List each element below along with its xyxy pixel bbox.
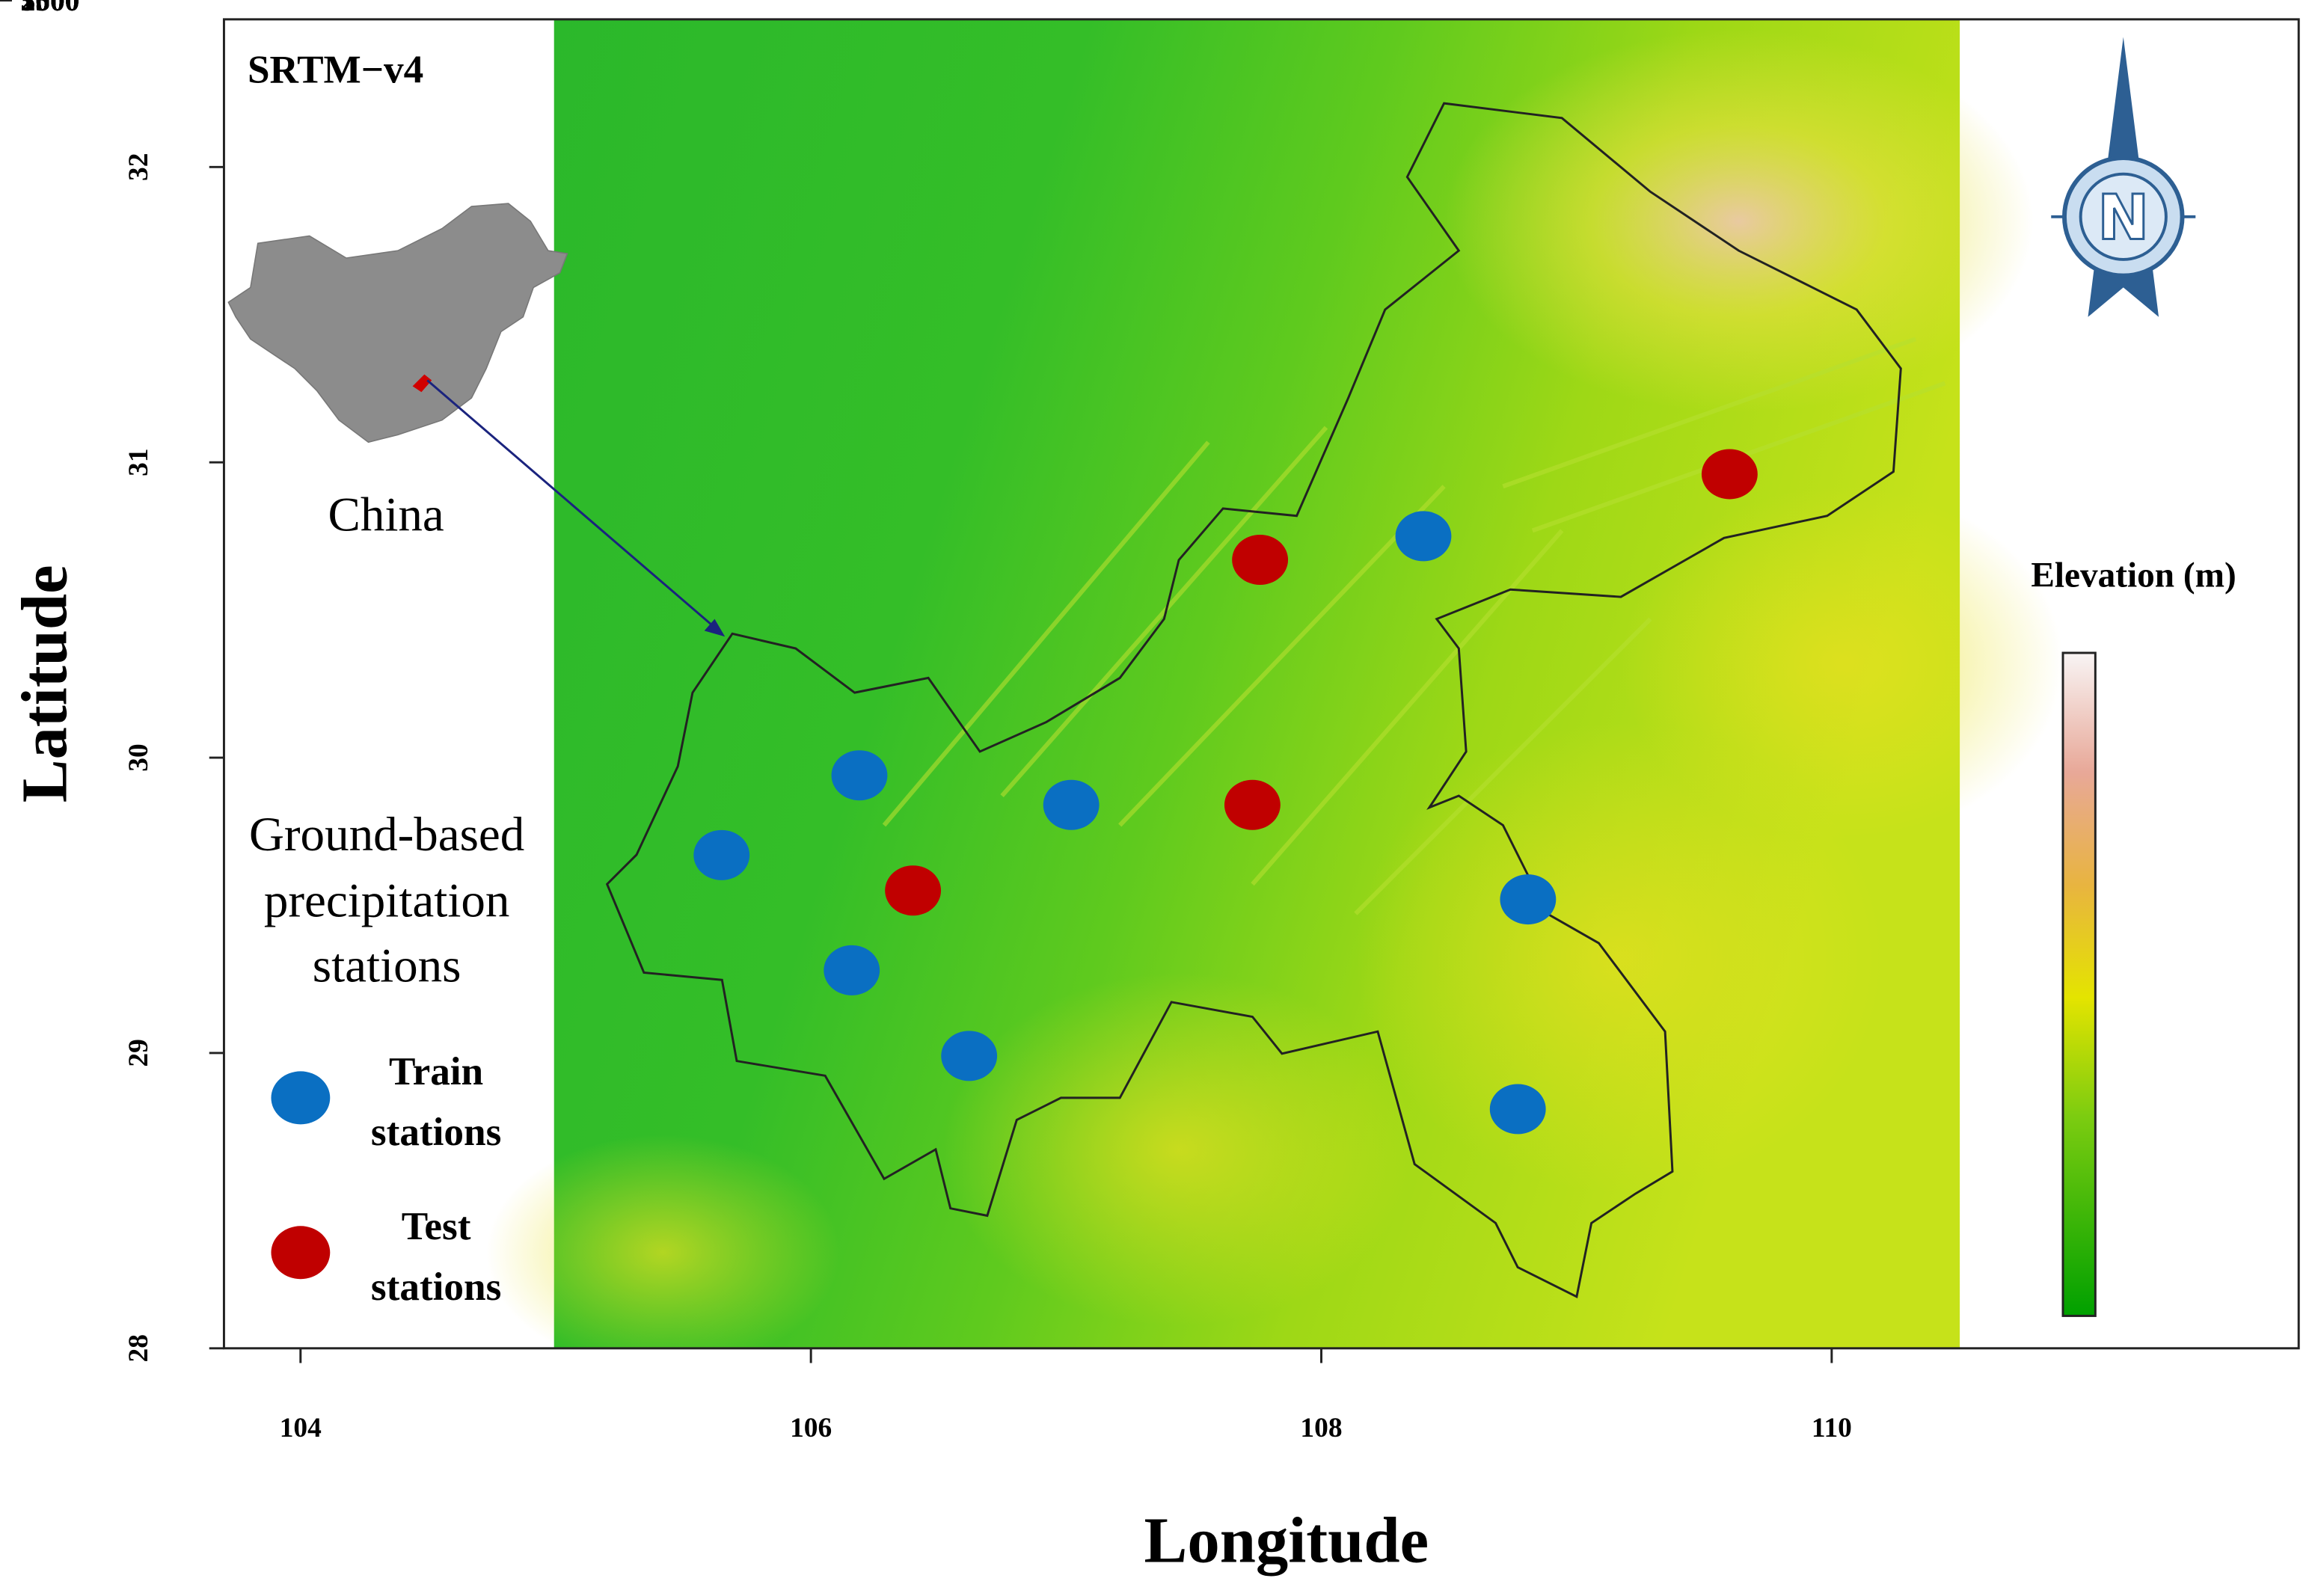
station [831,750,888,801]
x-tick-label: 106 [790,1413,832,1443]
legend-label-box: Train stations [370,1049,502,1153]
legend-label: Test stations [370,1203,502,1308]
station [885,865,942,916]
inset-highlight [412,374,432,393]
legend-title-box: Ground-based precipitation stations [248,808,525,994]
station [1043,779,1100,830]
legend-swatch [271,1071,331,1125]
station [1395,511,1452,562]
inset-arrow [426,379,723,635]
legend-label: Train stations [370,1049,502,1153]
y-tick-label: 28 [123,1334,154,1362]
colorbar-tick-label: 2000 [21,0,80,17]
legend-label-box: Test stations [370,1203,502,1308]
legend-title: Ground-based precipitation stations [248,808,525,994]
x-tick-label: 110 [1812,1413,1852,1443]
colorbar-tick-label: 2500 [21,0,80,17]
y-tick-label: 32 [123,153,154,181]
compass-label: N [2097,181,2149,254]
station [1232,534,1289,585]
colorbar [2061,651,2097,1317]
x-axis-title: Longitude [1144,1504,1429,1576]
map-title: SRTM−v4 [248,48,423,92]
y-tick-label: 29 [123,1039,154,1066]
station [1224,779,1281,830]
station [941,1031,998,1081]
station [693,829,750,880]
station [1500,874,1557,925]
china-inset [227,203,568,443]
north-arrow: N [2051,37,2196,317]
colorbar-tick-label: 1000 [21,0,80,17]
inset-arrow-head [704,619,726,637]
y-axis-title: Latitude [9,565,81,802]
plot-frame [222,18,2300,1350]
region-boundary [605,102,1902,1299]
station [1489,1084,1546,1135]
station [824,945,880,995]
legend-swatch [271,1226,331,1280]
x-tick-label: 108 [1300,1413,1342,1443]
colorbar-tick-label: 1500 [21,0,80,17]
x-tick-label: 104 [280,1413,322,1443]
colorbar-tick-label: 3000 [21,0,80,17]
station [1701,449,1758,500]
colorbar-title: Elevation (m) [2031,556,2236,595]
inset-label: China [328,488,444,541]
y-tick-label: 30 [123,743,154,771]
y-tick-label: 31 [123,448,154,476]
colorbar-tick-label: 500 [21,0,65,17]
elevation-raster [486,19,2064,1348]
